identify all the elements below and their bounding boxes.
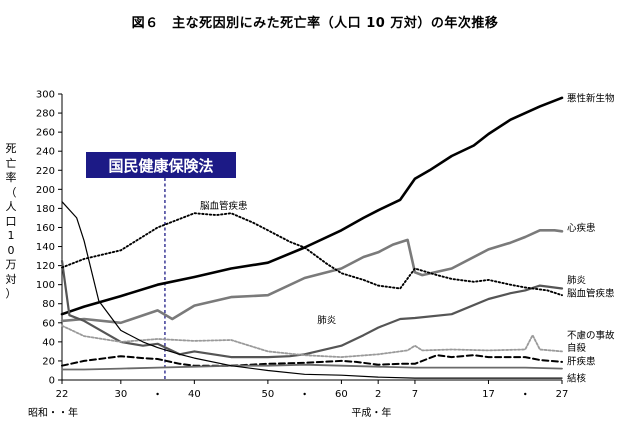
series-label: 肺炎 xyxy=(567,275,587,286)
chart-title: 図６ 主な死因別にみた死亡率（人口 10 万対）の年次推移 xyxy=(131,16,499,31)
series-line xyxy=(61,363,563,371)
x-tick-label: 30 xyxy=(114,389,127,400)
y-axis-label-char: 万 xyxy=(5,258,17,271)
x-tick-dot xyxy=(156,392,159,396)
series-line xyxy=(60,259,564,359)
y-tick-label: 280 xyxy=(36,109,55,120)
y-axis-label-char: 率 xyxy=(5,171,17,184)
y-tick-label: 20 xyxy=(42,356,55,367)
y-axis-label: 死亡率（人口 1 0 万対） xyxy=(4,142,18,302)
y-tick-label: 60 xyxy=(42,318,55,329)
x-tick-label: 7 xyxy=(412,389,418,400)
y-tick-label: 40 xyxy=(42,337,55,348)
y-axis-label-char: 人 xyxy=(5,200,17,213)
x-axis-label-heisei: 平成・年 xyxy=(351,406,391,419)
series-label: 自殺 xyxy=(567,342,587,354)
y-tick-label: 240 xyxy=(36,147,55,158)
x-tick-dot xyxy=(524,392,527,396)
y-tick-label: 180 xyxy=(36,204,55,215)
x-tick-label: 40 xyxy=(188,389,201,400)
axes: 0204060801001201401601802002202402602803… xyxy=(28,90,568,420)
series-line xyxy=(60,96,564,316)
x-tick-label: 50 xyxy=(262,389,275,400)
series-label: 結核 xyxy=(567,373,587,385)
y-tick-label: 220 xyxy=(36,166,55,177)
y-axis-label-char: 死 xyxy=(5,142,17,155)
x-tick-label: 2 xyxy=(375,389,381,400)
y-tick-label: 160 xyxy=(36,223,55,234)
series-line xyxy=(60,229,564,325)
series-line xyxy=(61,324,563,359)
y-axis-label-char: 対 xyxy=(5,272,17,286)
x-tick-label: 17 xyxy=(482,389,495,400)
y-tick-label: 80 xyxy=(42,299,55,310)
series-label: 脳血管疾患 xyxy=(567,288,615,300)
series-label: 肝疾患 xyxy=(567,355,596,367)
y-axis-label-char: 亡 xyxy=(5,156,17,170)
series-label: 不慮の事故 xyxy=(567,330,615,342)
y-tick-label: 260 xyxy=(36,128,55,139)
series-label: 脳血管疾患 xyxy=(200,200,248,212)
y-axis-label-char: 口 xyxy=(5,214,17,228)
x-axis-label-showa: 昭和・・年 xyxy=(28,406,78,419)
x-tick-dot xyxy=(303,392,306,396)
y-axis-label-char: 0 xyxy=(7,243,15,257)
series-line xyxy=(61,201,563,379)
series-label: 肺炎 xyxy=(317,315,337,326)
series-label: 悪性新生物 xyxy=(567,92,615,104)
y-tick-label: 120 xyxy=(36,261,55,272)
y-tick-label: 300 xyxy=(36,90,55,101)
y-tick-label: 200 xyxy=(36,185,55,196)
annotation-badge xyxy=(86,152,236,178)
y-tick-label: 0 xyxy=(49,376,55,387)
series-layer xyxy=(60,96,564,379)
y-tick-label: 140 xyxy=(36,242,55,253)
x-tick-label: 22 xyxy=(56,389,69,400)
series-label: 心疾患 xyxy=(567,222,596,234)
y-axis-label-char: （ xyxy=(5,185,17,199)
y-axis-label-char: ） xyxy=(5,287,17,300)
x-tick-label: 27 xyxy=(556,389,569,400)
annotation-text: 国民健康保険法 xyxy=(108,157,213,175)
y-axis-label-char: 1 xyxy=(7,229,15,242)
y-tick-label: 100 xyxy=(36,280,55,291)
series-line xyxy=(61,212,563,297)
series-line xyxy=(61,354,563,367)
x-tick-label: 60 xyxy=(335,389,348,400)
